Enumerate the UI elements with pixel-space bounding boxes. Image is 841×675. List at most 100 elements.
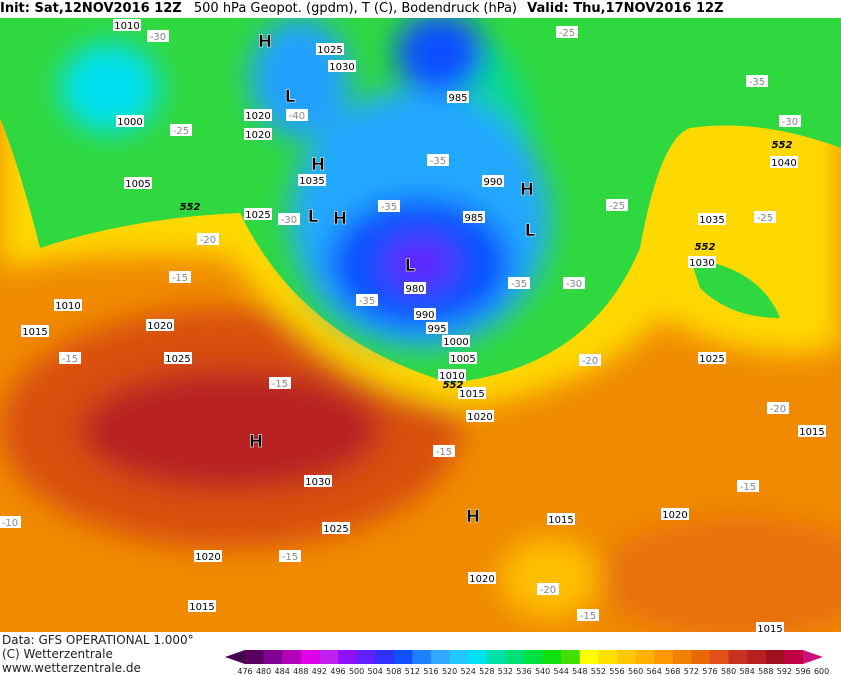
high-pressure-marker: H: [333, 209, 347, 229]
legend-tick-label: 540: [535, 667, 550, 675]
isobar-label: 995: [426, 322, 448, 335]
legend-swatch: [319, 650, 339, 664]
geopotential-label: 552: [443, 380, 464, 391]
temperature-label: -20: [579, 354, 601, 367]
svg-text:1030: 1030: [305, 477, 330, 488]
legend-tick-label: 524: [461, 667, 476, 675]
svg-text:995: 995: [427, 324, 446, 335]
legend-tick-label: 600: [814, 667, 829, 675]
legend-swatch: [486, 650, 506, 664]
svg-text:-20: -20: [582, 356, 598, 367]
svg-text:1010: 1010: [55, 301, 80, 312]
svg-text:1030: 1030: [689, 258, 714, 269]
svg-text:-30: -30: [150, 32, 166, 43]
copyright: (C) Wetterzentrale: [2, 647, 113, 661]
svg-text:1015: 1015: [799, 427, 824, 438]
map-title: 500 hPa Geopot. (gpdm), T (C), Bodendruc…: [193, 1, 518, 16]
legend-swatch: [691, 650, 711, 664]
svg-text:1020: 1020: [245, 111, 270, 122]
svg-text:-40: -40: [289, 111, 305, 122]
legend-high-arrow: [803, 650, 823, 664]
legend-swatch: [393, 650, 413, 664]
svg-text:1020: 1020: [195, 552, 220, 563]
legend-swatch: [524, 650, 544, 664]
legend-tick-label: 520: [442, 667, 457, 675]
svg-text:-30: -30: [281, 215, 297, 226]
isobar-label: 1025: [164, 352, 192, 365]
high-pressure-marker: H: [311, 155, 325, 175]
legend-swatch: [728, 650, 748, 664]
svg-text:-15: -15: [172, 273, 188, 284]
map-labels: 1010 1000 1005 1010 1015 1020 1025 1030 1025 1020…: [0, 19, 826, 632]
temperature-label: -10: [0, 516, 21, 529]
svg-text:-25: -25: [173, 126, 189, 137]
svg-text:-25: -25: [609, 201, 625, 212]
low-pressure-marker: L: [525, 221, 536, 241]
legend-tick-label: 496: [330, 667, 345, 675]
svg-text:1035: 1035: [699, 215, 724, 226]
isobar-label: 985: [463, 211, 485, 224]
legend-swatch: [542, 650, 562, 664]
svg-text:-15: -15: [580, 611, 596, 622]
isobar-label: 1015: [798, 425, 826, 438]
legend-tick-label: 488: [293, 667, 308, 675]
low-pressure-marker: L: [308, 207, 319, 227]
isobar-label: 1020: [146, 319, 174, 332]
legend-swatch: [784, 650, 804, 664]
isobar-label: 1015: [756, 622, 784, 632]
temperature-label: -35: [508, 277, 530, 290]
isobar-label: 1020: [244, 109, 272, 122]
legend-tick-label: 588: [758, 667, 773, 675]
legend-swatch: [710, 650, 730, 664]
temperature-label: -35: [746, 75, 768, 88]
svg-text:1025: 1025: [323, 524, 348, 535]
legend-tick-label: 544: [554, 667, 569, 675]
legend-swatch: [431, 650, 451, 664]
isobar-label: 990: [414, 308, 436, 321]
legend-tick-label: 532: [498, 667, 513, 675]
svg-text:-20: -20: [540, 585, 556, 596]
isobar-label: 1010: [113, 19, 141, 32]
isobar-label: 1000: [442, 335, 470, 348]
isobar-label: 1020: [468, 572, 496, 585]
legend-swatch: [282, 650, 302, 664]
isobar-label: 1025: [322, 522, 350, 535]
high-pressure-marker: H: [258, 32, 272, 52]
legend-swatch: [598, 650, 618, 664]
legend-swatch: [765, 650, 785, 664]
svg-text:-15: -15: [740, 482, 756, 493]
isobar-label: 1010: [54, 299, 82, 312]
isobar-label: 1025: [698, 352, 726, 365]
svg-text:1040: 1040: [771, 158, 796, 169]
temperature-label: -25: [556, 26, 578, 39]
svg-text:1020: 1020: [662, 510, 687, 521]
temperature-label: -15: [59, 352, 81, 365]
temperature-label: -30: [147, 30, 169, 43]
isobar-label: 1015: [21, 325, 49, 338]
legend-tick-label: 508: [386, 667, 401, 675]
geopotential-label: 552: [695, 242, 716, 253]
temperature-label: -35: [356, 294, 378, 307]
website: www.wetterzentrale.de: [2, 661, 141, 675]
legend-swatch: [579, 650, 599, 664]
legend-tick-label: 484: [275, 667, 290, 675]
legend-swatch: [449, 650, 469, 664]
svg-text:1035: 1035: [299, 176, 324, 187]
low-pressure-marker: L: [405, 256, 416, 276]
isobar-label: 1015: [458, 387, 486, 400]
svg-text:-35: -35: [359, 296, 375, 307]
temperature-label: -15: [269, 377, 291, 390]
isobar-label: 980: [404, 282, 426, 295]
temperature-label: -15: [737, 480, 759, 493]
temperature-label: -30: [563, 277, 585, 290]
legend-swatch: [505, 650, 525, 664]
svg-text:-25: -25: [757, 213, 773, 224]
svg-text:-10: -10: [2, 518, 18, 529]
svg-text:980: 980: [405, 284, 424, 295]
high-pressure-marker: H: [466, 507, 480, 527]
svg-text:-15: -15: [282, 552, 298, 563]
init-time: Init: Sat,12NOV2016 12Z: [0, 1, 182, 16]
isobar-label: 1000: [116, 115, 144, 128]
svg-text:1025: 1025: [699, 354, 724, 365]
svg-text:1015: 1015: [757, 624, 782, 632]
